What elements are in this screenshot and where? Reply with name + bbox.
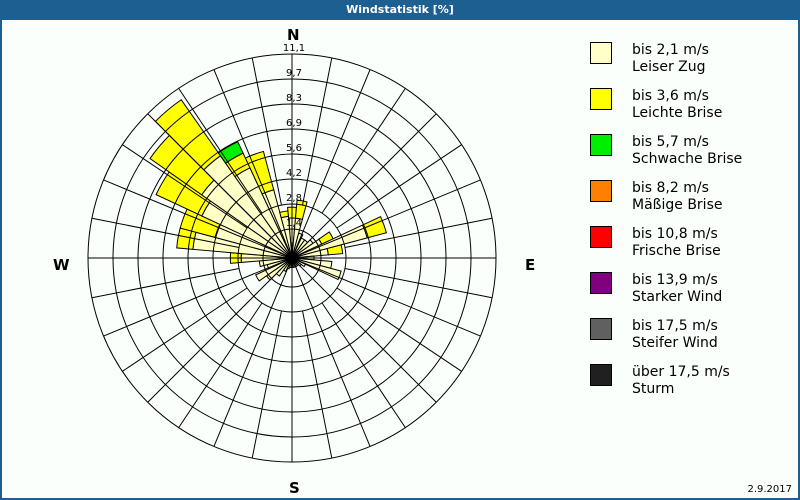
radial-tick-label: 1,4	[286, 218, 302, 229]
legend-swatch	[590, 134, 612, 156]
legend-range: bis 17,5 m/s	[632, 318, 718, 334]
radial-tick-label: 5,6	[286, 143, 302, 154]
grid-spoke	[91, 217, 240, 248]
grid-spoke	[302, 310, 333, 459]
grid-spoke	[213, 261, 291, 447]
grid-spoke	[251, 57, 282, 206]
grid-spoke	[251, 310, 282, 459]
grid-spoke	[336, 287, 462, 372]
legend-swatch	[590, 180, 612, 202]
grid-spoke	[91, 268, 240, 299]
grid-spoke	[344, 217, 493, 248]
radial-tick-label: 2,8	[286, 193, 302, 204]
radial-tick-label: 9,7	[286, 68, 302, 79]
wind-sector-bar	[326, 244, 344, 256]
direction-west-label: W	[53, 256, 70, 274]
grid-spoke	[178, 302, 263, 428]
grid-spoke	[122, 287, 248, 372]
wind-sector-bar	[361, 216, 387, 239]
date-label: 2.9.2017	[747, 484, 792, 495]
legend-range: bis 10,8 m/s	[632, 226, 718, 242]
legend-swatch	[590, 364, 612, 386]
direction-north-label: N	[287, 26, 300, 44]
grid-spoke	[178, 88, 263, 214]
radial-tick-label: 11,1	[283, 43, 305, 54]
legend-label: Leiser Zug	[632, 59, 706, 75]
grid-spoke	[294, 113, 437, 256]
grid-spoke	[302, 57, 333, 206]
legend-swatch	[590, 272, 612, 294]
grid-spoke	[336, 144, 462, 229]
legend-label: Leichte Brise	[632, 105, 723, 121]
radial-tick-label: 4,2	[286, 168, 302, 179]
radial-tick-label: 8,3	[286, 93, 302, 104]
grid-spoke	[293, 69, 371, 255]
legend-label: Mäßige Brise	[632, 197, 723, 213]
legend-swatch	[590, 318, 612, 340]
grid-spoke	[295, 179, 481, 257]
legend-label: Sturm	[632, 381, 675, 397]
grid-spoke	[147, 260, 290, 403]
legend-range: bis 5,7 m/s	[632, 134, 709, 150]
legend-label: Frische Brise	[632, 243, 721, 259]
legend-range: über 17,5 m/s	[632, 364, 730, 380]
legend-swatch	[590, 88, 612, 110]
grid-spoke	[103, 179, 289, 257]
legend-range: bis 8,2 m/s	[632, 180, 709, 196]
grid-spoke	[321, 88, 406, 214]
wind-sector-bar	[279, 210, 289, 219]
grid-spoke	[321, 302, 406, 428]
grid-spoke	[294, 260, 437, 403]
legend-range: bis 3,6 m/s	[632, 88, 709, 104]
legend-range: bis 13,9 m/s	[632, 272, 718, 288]
grid-spoke	[213, 69, 291, 255]
grid-spoke	[122, 144, 248, 229]
legend-swatch	[590, 42, 612, 64]
grid-spoke	[103, 259, 289, 337]
legend-label: Starker Wind	[632, 289, 723, 305]
legend-swatch	[590, 226, 612, 248]
grid-spoke	[293, 261, 371, 447]
radial-tick-label: 6,9	[286, 118, 302, 129]
grid-spoke	[147, 113, 290, 256]
direction-east-label: E	[525, 256, 536, 274]
legend-label: Schwache Brise	[632, 151, 743, 167]
grid-spoke	[295, 259, 481, 337]
legend-label: Steifer Wind	[632, 335, 718, 351]
legend-range: bis 2,1 m/s	[632, 42, 709, 58]
grid-spoke	[344, 268, 493, 299]
direction-south-label: S	[289, 479, 300, 497]
window-title: Windstatistik [%]	[0, 0, 800, 20]
wind-sector-bar	[154, 99, 222, 171]
